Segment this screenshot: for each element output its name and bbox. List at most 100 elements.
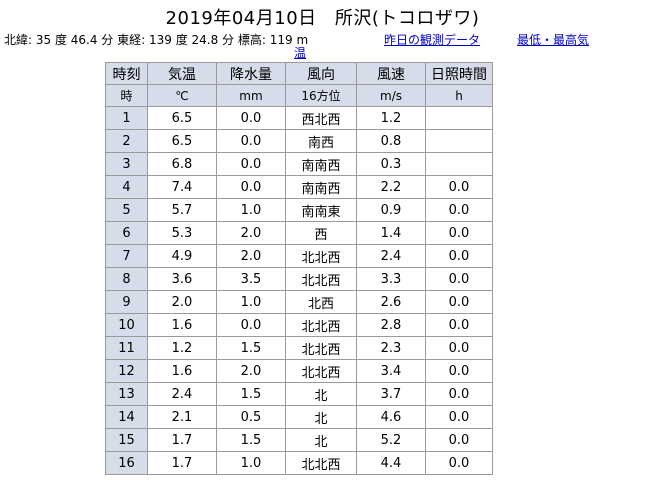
cell-sunshine: 0.0 (425, 359, 493, 383)
unit-wind-direction: 16方位 (285, 84, 357, 107)
cell-wind-speed: 2.4 (356, 244, 426, 268)
table-row: 1 6.5 0.0 西北西 1.2 (105, 106, 493, 130)
cell-wind-direction: 北北西 (285, 336, 357, 360)
minmax-temp-link-wrap[interactable]: 温 (294, 46, 307, 60)
cell-hour: 3 (105, 152, 148, 176)
table-header-row: 時刻 気温 降水量 風向 風速 日照時間 (105, 62, 493, 85)
cell-hour: 6 (105, 221, 148, 245)
minmax-temp-link[interactable]: 最低・最高気 (517, 33, 590, 47)
table-row: 15 1.7 1.5 北 5.2 0.0 (105, 428, 493, 452)
header-precipitation: 降水量 (216, 62, 286, 85)
cell-precipitation: 1.0 (216, 290, 286, 314)
cell-hour: 15 (105, 428, 148, 452)
cell-precipitation: 0.0 (216, 313, 286, 337)
cell-sunshine (425, 129, 493, 153)
cell-hour: 7 (105, 244, 148, 268)
cell-precipitation: 2.0 (216, 221, 286, 245)
cell-sunshine: 0.0 (425, 267, 493, 291)
cell-temperature: 2.4 (147, 382, 217, 406)
cell-sunshine: 0.0 (425, 336, 493, 360)
cell-wind-speed: 2.2 (356, 175, 426, 199)
cell-sunshine: 0.0 (425, 405, 493, 429)
cell-temperature: 7.4 (147, 175, 217, 199)
table-row: 6 5.3 2.0 西 1.4 0.0 (105, 221, 493, 245)
cell-temperature: 1.7 (147, 428, 217, 452)
cell-temperature: 2.1 (147, 405, 217, 429)
yesterday-data-link[interactable]: 昨日の観測データ (384, 33, 481, 47)
cell-wind-speed: 2.8 (356, 313, 426, 337)
cell-wind-speed: 3.4 (356, 359, 426, 383)
table-row: 16 1.7 1.0 北北西 4.4 0.0 (105, 451, 493, 475)
cell-wind-direction: 北北西 (285, 451, 357, 475)
cell-wind-speed: 4.6 (356, 405, 426, 429)
cell-temperature: 3.6 (147, 267, 217, 291)
cell-wind-direction: 西北西 (285, 106, 357, 130)
cell-sunshine (425, 106, 493, 130)
cell-sunshine: 0.0 (425, 428, 493, 452)
header-wind-speed: 風速 (356, 62, 426, 85)
cell-wind-speed: 3.3 (356, 267, 426, 291)
cell-hour: 12 (105, 359, 148, 383)
cell-hour: 8 (105, 267, 148, 291)
cell-precipitation: 0.0 (216, 175, 286, 199)
unit-sunshine: h (425, 84, 493, 107)
table-row: 2 6.5 0.0 南西 0.8 (105, 129, 493, 153)
cell-temperature: 2.0 (147, 290, 217, 314)
cell-wind-direction: 北北西 (285, 244, 357, 268)
cell-wind-direction: 南南西 (285, 175, 357, 199)
unit-precipitation: mm (216, 84, 286, 107)
cell-wind-direction: 北 (285, 405, 357, 429)
cell-wind-speed: 2.6 (356, 290, 426, 314)
elevation-text: 標高: 119 m (237, 33, 309, 47)
cell-wind-speed: 5.2 (356, 428, 426, 452)
cell-precipitation: 1.5 (216, 336, 286, 360)
cell-precipitation: 1.5 (216, 382, 286, 406)
cell-hour: 4 (105, 175, 148, 199)
cell-temperature: 1.6 (147, 359, 217, 383)
cell-wind-direction: 北北西 (285, 359, 357, 383)
latitude-text: 北緯: 35 度 46.4 分 (4, 33, 114, 47)
cell-wind-direction: 北 (285, 428, 357, 452)
cell-wind-direction: 南南西 (285, 152, 357, 176)
cell-wind-direction: 南西 (285, 129, 357, 153)
title-station: 所沢(トコロザワ) (334, 8, 480, 29)
cell-hour: 1 (105, 106, 148, 130)
cell-precipitation: 0.0 (216, 152, 286, 176)
cell-sunshine: 0.0 (425, 198, 493, 222)
cell-temperature: 1.2 (147, 336, 217, 360)
cell-wind-speed: 0.8 (356, 129, 426, 153)
cell-precipitation: 0.5 (216, 405, 286, 429)
cell-hour: 13 (105, 382, 148, 406)
cell-temperature: 4.9 (147, 244, 217, 268)
cell-sunshine: 0.0 (425, 175, 493, 199)
cell-hour: 14 (105, 405, 148, 429)
cell-hour: 9 (105, 290, 148, 314)
cell-sunshine: 0.0 (425, 290, 493, 314)
cell-sunshine (425, 152, 493, 176)
table-row: 9 2.0 1.0 北西 2.6 0.0 (105, 290, 493, 314)
cell-wind-speed: 0.3 (356, 152, 426, 176)
cell-wind-speed: 0.9 (356, 198, 426, 222)
cell-temperature: 1.7 (147, 451, 217, 475)
cell-wind-direction: 北 (285, 382, 357, 406)
cell-sunshine: 0.0 (425, 244, 493, 268)
cell-precipitation: 1.0 (216, 198, 286, 222)
cell-hour: 2 (105, 129, 148, 153)
station-info: 北緯: 35 度 46.4 分 東経: 139 度 24.8 分 標高: 119… (4, 31, 308, 48)
cell-precipitation: 2.0 (216, 359, 286, 383)
cell-wind-direction: 西 (285, 221, 357, 245)
cell-wind-direction: 南南東 (285, 198, 357, 222)
cell-temperature: 1.6 (147, 313, 217, 337)
cell-precipitation: 2.0 (216, 244, 286, 268)
cell-hour: 16 (105, 451, 148, 475)
table-row: 12 1.6 2.0 北北西 3.4 0.0 (105, 359, 493, 383)
observation-table: 時刻 気温 降水量 風向 風速 日照時間 時 ℃ mm 16方位 m/s h 1… (105, 62, 493, 475)
cell-temperature: 6.5 (147, 106, 217, 130)
cell-wind-direction: 北西 (285, 290, 357, 314)
cell-precipitation: 1.0 (216, 451, 286, 475)
cell-sunshine: 0.0 (425, 382, 493, 406)
table-row: 8 3.6 3.5 北北西 3.3 0.0 (105, 267, 493, 291)
cell-hour: 10 (105, 313, 148, 337)
header-wind-direction: 風向 (285, 62, 357, 85)
cell-sunshine: 0.0 (425, 451, 493, 475)
